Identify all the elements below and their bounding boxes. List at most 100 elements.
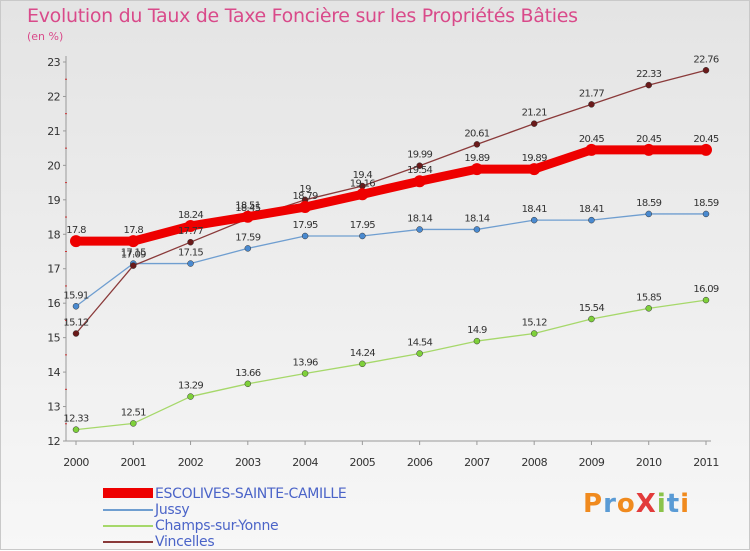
- data-label-2: 16.09: [693, 284, 718, 295]
- series-point-1: [473, 226, 481, 233]
- data-label-1: 17.59: [235, 232, 260, 243]
- series-point-0: [241, 210, 254, 223]
- x-tick-label: 2003: [235, 456, 261, 469]
- series-point-2: [187, 393, 194, 400]
- series-point-3: [72, 330, 80, 337]
- x-tick-label: 2006: [407, 456, 433, 469]
- y-tick-label: 18: [47, 228, 60, 241]
- series-point-0: [585, 143, 598, 156]
- series-point-0: [184, 220, 197, 233]
- series-point-0: [528, 163, 541, 176]
- y-tick-label: 15: [47, 332, 60, 345]
- data-label-0: 17.8: [66, 225, 86, 236]
- chart-title: Evolution du Taux de Taxe Foncière sur l…: [27, 5, 578, 27]
- series-point-3: [416, 162, 423, 169]
- data-label-0: 19.54: [407, 165, 432, 176]
- data-label-2: 14.24: [350, 348, 375, 359]
- series-point-0: [470, 163, 483, 176]
- data-label-3: 20.61: [464, 128, 489, 139]
- series-point-1: [187, 260, 194, 267]
- data-label-2: 14.9: [467, 325, 487, 336]
- data-label-1: 17.15: [178, 248, 203, 259]
- series-point-2: [645, 305, 652, 312]
- series-point-0: [642, 143, 655, 156]
- series-point-1: [359, 232, 366, 240]
- data-label-1: 18.14: [407, 213, 432, 224]
- data-label-1: 17.95: [350, 220, 375, 231]
- y-tick-label: 12: [47, 435, 60, 448]
- logo-letter: o: [616, 489, 636, 519]
- data-label-0: 17.8: [124, 225, 144, 236]
- series-point-2: [702, 296, 710, 304]
- series-point-2: [588, 315, 595, 323]
- legend-swatch: [103, 509, 153, 511]
- data-label-0: 19.89: [522, 153, 547, 164]
- legend-label: Vincelles: [155, 534, 215, 550]
- y-tick-label: 17: [47, 263, 60, 276]
- chart-subtitle: (en %): [27, 30, 64, 43]
- data-label-0: 18.79: [293, 191, 318, 202]
- x-tick-label: 2004: [292, 456, 318, 469]
- legend-swatch: [103, 541, 153, 543]
- data-label-3: 17.09: [121, 250, 146, 261]
- data-label-2: 13.96: [293, 357, 318, 368]
- series-line-1: [75, 213, 707, 307]
- y-tick-label: 16: [47, 297, 60, 310]
- x-tick-label: 2010: [636, 456, 662, 469]
- data-label-1: 17.15: [121, 248, 146, 259]
- x-tick-label: 2007: [464, 456, 490, 469]
- series-point-2: [72, 426, 80, 433]
- data-label-3: 19.4: [353, 170, 373, 181]
- data-label-0: 18.51: [235, 201, 260, 212]
- data-label-1: 18.41: [522, 204, 547, 215]
- y-tick-label: 19: [47, 194, 60, 207]
- series-point-0: [70, 235, 82, 248]
- series-point-1: [588, 216, 595, 224]
- series-point-1: [301, 232, 309, 240]
- data-label-0: 20.45: [693, 134, 718, 145]
- x-tick-label: 2005: [350, 456, 376, 469]
- data-label-0: 20.45: [636, 134, 661, 145]
- x-tick-label: 2001: [120, 456, 146, 469]
- series-line-0: [71, 145, 711, 246]
- legend-label: Jussy: [155, 502, 190, 518]
- series-point-0: [413, 175, 426, 188]
- data-label-2: 12.33: [63, 414, 88, 425]
- series-point-3: [473, 141, 481, 148]
- data-label-2: 12.51: [121, 407, 146, 418]
- series-point-3: [530, 120, 538, 127]
- logo-letter: P: [583, 489, 604, 519]
- series-point-2: [530, 330, 538, 337]
- series-point-2: [416, 350, 423, 357]
- data-label-1: 18.14: [464, 213, 489, 224]
- y-tick-label: 20: [47, 159, 60, 172]
- data-label-2: 15.85: [636, 292, 661, 303]
- series-point-3: [130, 262, 137, 269]
- data-label-0: 20.45: [579, 134, 604, 145]
- data-label-3: 22.33: [636, 69, 661, 80]
- series-point-0: [356, 188, 369, 201]
- logo-letter: i: [680, 489, 691, 519]
- legend-label: Champs-sur-Yonne: [155, 518, 279, 534]
- x-tick-label: 2000: [63, 456, 89, 469]
- data-label-2: 14.54: [407, 337, 432, 348]
- x-tick-label: 2011: [693, 456, 719, 469]
- x-tick-label: 2002: [178, 456, 204, 469]
- series-point-1: [530, 216, 538, 224]
- data-label-3: 21.21: [522, 108, 547, 119]
- logo-letter: i: [656, 489, 667, 519]
- series-point-2: [473, 337, 481, 345]
- y-tick-label: 13: [47, 401, 60, 414]
- series-point-1: [244, 245, 252, 252]
- series-line-2: [75, 299, 707, 431]
- data-label-3: 22.76: [693, 54, 718, 65]
- data-label-3: 19: [299, 184, 311, 195]
- series-point-3: [588, 101, 595, 108]
- data-label-1: 18.59: [693, 198, 718, 209]
- x-tick-label: 2008: [521, 456, 547, 469]
- data-label-3: 19.99: [407, 150, 432, 161]
- series-point-3: [187, 238, 194, 246]
- series-point-3: [702, 67, 710, 74]
